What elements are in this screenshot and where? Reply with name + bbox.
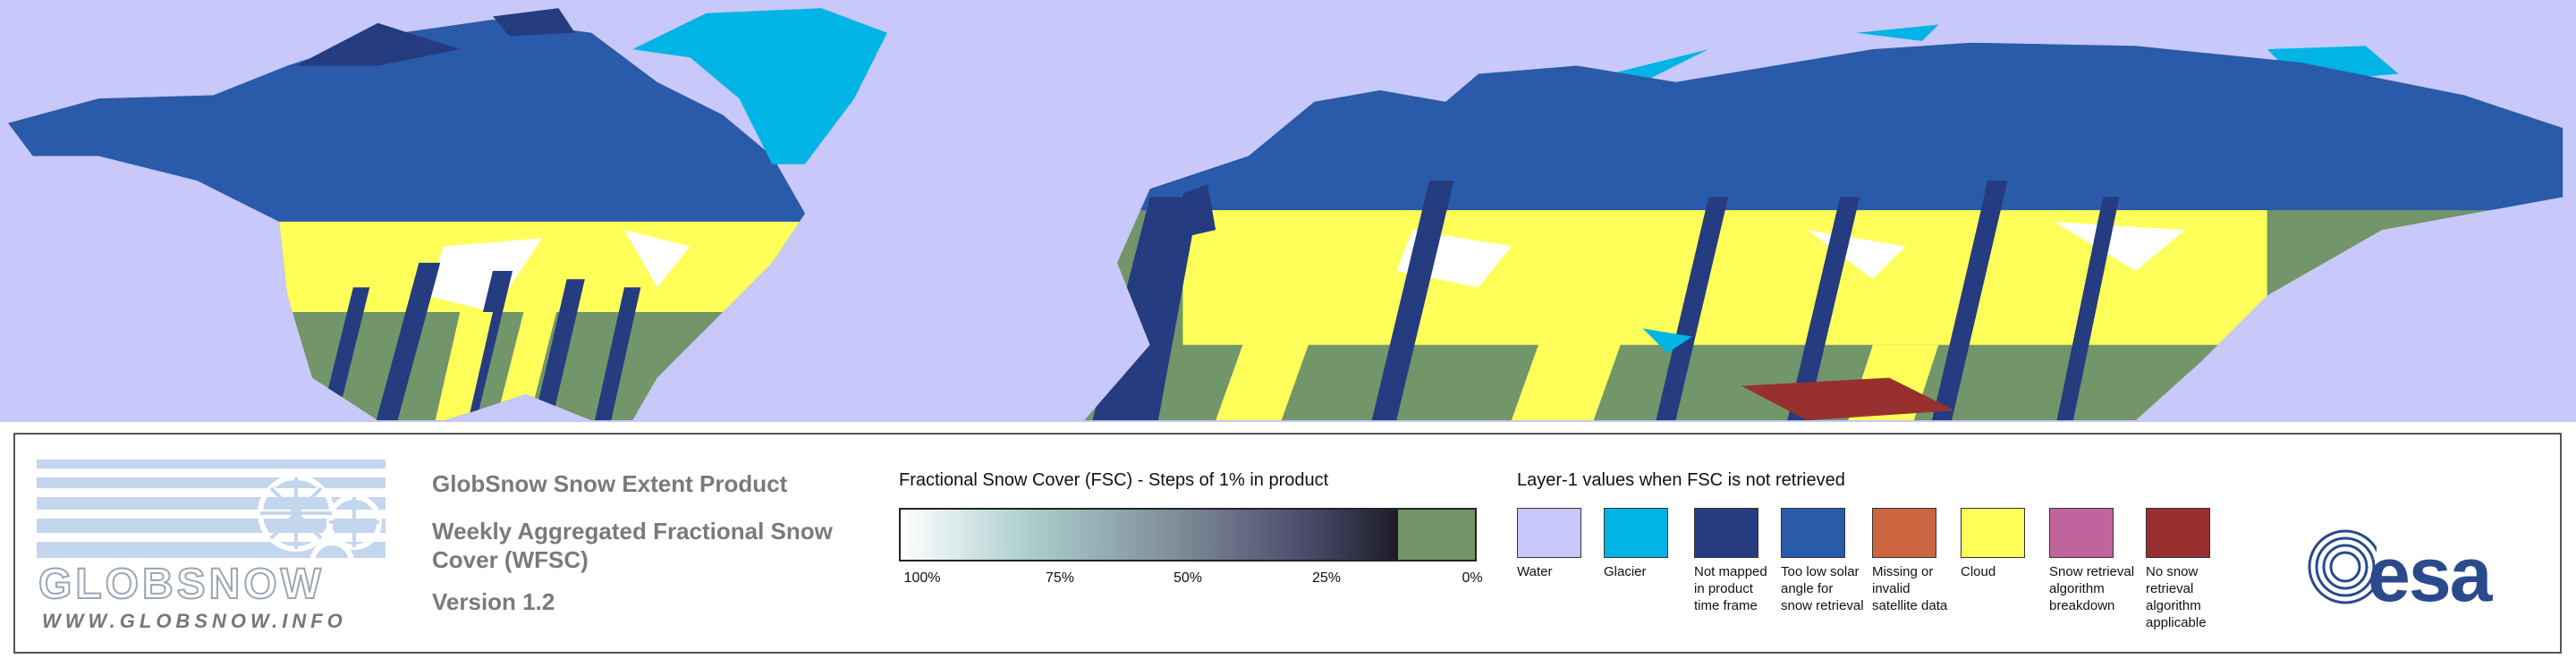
legend-swatch [1961, 508, 2025, 558]
greenland [632, 8, 887, 165]
logo-name: GLOBSNOW [38, 560, 325, 609]
esa-logo: esa [2368, 532, 2492, 618]
logo-graphic [37, 460, 386, 585]
fsc-tick-label: 75% [1045, 570, 1075, 586]
fsc-tick-label: 50% [1173, 570, 1203, 586]
product-version: Version 1.2 [432, 588, 555, 615]
legend-swatch [1517, 508, 1581, 558]
legend-label: Snow retrieval algorithm breakdown [2049, 564, 2135, 613]
legend-swatch [1604, 508, 1668, 558]
legend-label: Too low solar angle for snow retrieval [1781, 564, 1864, 613]
fsc-gradient [899, 508, 1400, 561]
legend-swatch [2146, 508, 2210, 558]
layer-legend-title: Layer-1 values when FSC is not retrieved [1517, 470, 1845, 490]
legend-label: Not mapped in product time frame [1694, 564, 1767, 613]
fsc-tick-label: 100% [903, 570, 941, 586]
product-title: GlobSnow Snow Extent Product [432, 470, 788, 497]
logo-url: WWW.GLOBSNOW.INFO [42, 610, 347, 632]
fsc-tick-label: 0% [1462, 570, 1483, 586]
legend-swatch [1781, 508, 1845, 558]
legend-swatch [2049, 508, 2114, 558]
fsc-tick-label: 25% [1311, 570, 1342, 586]
legend-swatch [1872, 508, 1936, 558]
esa-emblem [2308, 529, 2377, 604]
legend-swatch [1694, 508, 1758, 558]
legend-label: Glacier [1604, 564, 1647, 579]
product-subtitle: Weekly Aggregated Fractional Snow Cover … [432, 518, 833, 573]
snow-map [0, 0, 2576, 422]
arctic-islands [295, 8, 575, 66]
british-isles [1179, 183, 1216, 239]
fsc-zero-swatch [1398, 508, 1477, 561]
fsc-legend-title: Fractional Snow Cover (FSC) - Steps of 1… [899, 470, 1329, 490]
legend-label: Cloud [1961, 564, 1996, 579]
legend-panel: GLOBSNOW WWW.GLOBSNOW.INFO GlobSnow Snow… [13, 433, 2562, 654]
legend-label: No snow retrieval algorithm applicable [2146, 564, 2207, 630]
legend-label: Missing or invalid satellite data [1872, 564, 1948, 613]
legend-label: Water [1517, 564, 1553, 579]
